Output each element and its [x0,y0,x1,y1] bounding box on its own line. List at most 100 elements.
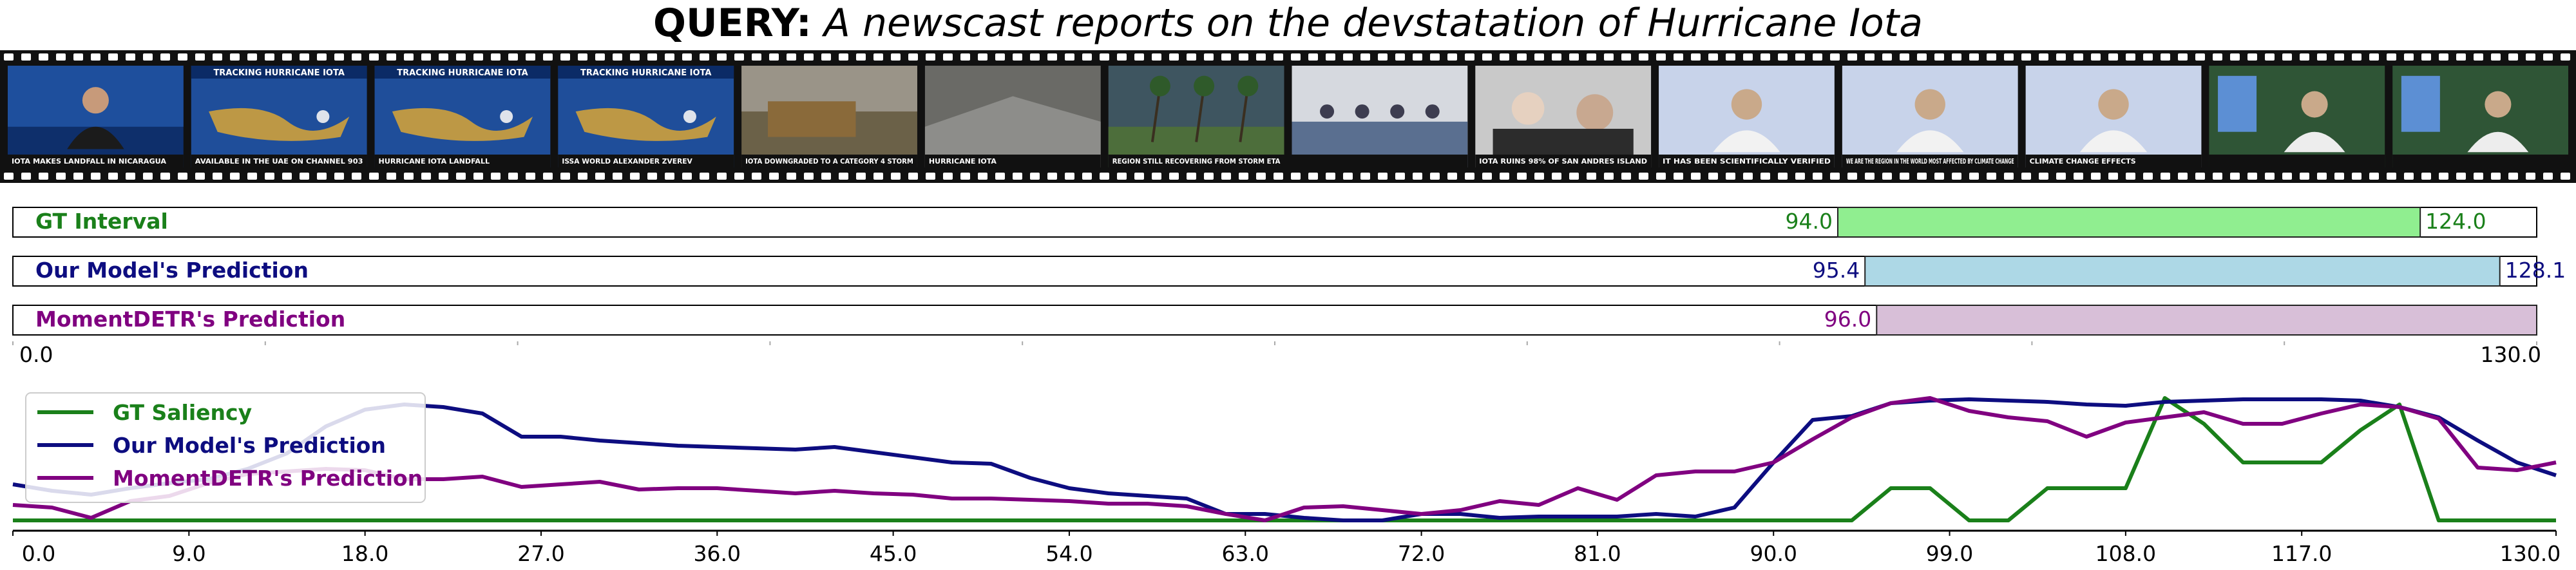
caption-bar [191,155,367,167]
sprocket-hole [2178,53,2188,61]
sprocket-hole [2282,173,2292,180]
sprocket-hole [2143,173,2153,180]
sprocket-hole [682,53,692,61]
speaker-body [1896,130,1964,153]
sprocket-hole [1030,53,1040,61]
sprocket-hole [1256,173,1266,180]
x-tick-label: 108.0 [2095,541,2156,566]
sprocket-hole [1708,173,1718,180]
sprocket-hole [717,173,727,180]
sprocket-hole [1430,173,1440,180]
sprocket-hole [508,53,518,61]
sprocket-hole [247,173,257,180]
sprocket-hole [1221,173,1231,180]
storm-marker [500,110,513,123]
delegate [1355,104,1369,119]
interval-track: MomentDETR's Prediction 96.0 [12,305,2537,336]
sprocket-hole [2039,173,2048,180]
sprocket-hole [1187,53,1196,61]
sprocket-hole [2091,173,2101,180]
x-tick-label: 81.0 [1574,541,1621,566]
palm-leaves [1237,75,1259,97]
interval-bar [1837,207,2421,238]
sprocket-hole [195,173,205,180]
sprocket-hole [1413,53,1422,61]
sprocket-hole [1987,173,1996,180]
sprocket-hole [1569,53,1579,61]
sprocket-hole [2317,173,2327,180]
sprocket-hole [1239,53,1248,61]
sprocket-hole [1065,173,1074,180]
caption-bar [1659,155,1835,167]
sprocket-hole [91,173,100,180]
x-tick-label: 72.0 [1398,541,1445,566]
sprocket-hole [804,53,814,61]
query-title: QUERY: A newscast reports on the devstat… [0,0,2576,50]
sprocket-hole [1674,173,1683,180]
sprocket-hole [1865,173,1875,180]
video-frame [2209,66,2385,167]
map-title-bar [558,66,734,79]
sprocket-hole [386,173,396,180]
sprocket-hole [1743,53,1753,61]
sprocket-hole [1639,53,1648,61]
sprocket-hole [213,53,222,61]
collapsed-roof [924,96,1101,167]
video-frame: IT HAS BEEN SCIENTIFICALLY VERIFIED [1659,66,1835,167]
video-frame: CLIMATE CHANGE EFFECTS [2025,66,2202,167]
sprocket-hole [960,173,970,180]
delegate [1425,104,1440,119]
sprocket-hole [473,173,483,180]
landmass [209,108,350,141]
sprocket-hole [908,53,918,61]
sprocket-hole [1760,173,1770,180]
frame-caption: IOTA MAKES LANDFALL IN NICARAGUA [12,157,166,166]
sprocket-hole [1552,173,1561,180]
x-tick-label: 27.0 [517,541,564,566]
sprocket-hole [1221,53,1231,61]
sprocket-hole [665,173,674,180]
sprocket-hole [1569,173,1579,180]
x-tick-label: 63.0 [1222,541,1269,566]
sprocket-hole [2004,53,2014,61]
sprocket-hole [1847,53,1857,61]
sprocket-hole [2404,173,2414,180]
sprocket-hole [2004,173,2014,180]
sprocket-hole [369,173,379,180]
sprocket-hole [1847,173,1857,180]
track-label: Our Model's Prediction [35,258,309,283]
sprocket-hole [2543,173,2553,180]
sprocket-hole [1447,173,1457,180]
sprocket-hole [2561,53,2570,61]
sprocket-hole [91,53,100,61]
sprocket-hole [1360,173,1370,180]
sprocket-hole [508,173,518,180]
sprocket-hole [1708,53,1718,61]
sprocket-hole [526,173,535,180]
sprocket-hole [1343,173,1353,180]
sprocket-hole [2161,53,2170,61]
sprocket-hole [1778,53,1788,61]
sprocket-hole [734,173,744,180]
sprocket-hole [56,173,66,180]
sprocket-hole [1621,53,1631,61]
sprocket-hole [473,53,483,61]
person-head [1511,92,1545,125]
sprocket-hole [1656,173,1666,180]
sprocket-hole [160,53,170,61]
sprocket-hole [265,53,274,61]
saliency-chart: 0.0 9.0 18.0 27.0 36.0 45.0 54.0 63.0 72.0 81.0 90… [12,392,2561,566]
sprocket-hole [891,173,901,180]
speaker-body [2284,131,2345,153]
sprocket-hole [682,173,692,180]
sprocket-hole [769,53,779,61]
sprocket-hole [282,173,292,180]
sprocket-hole [543,173,553,180]
sprocket-hole [178,53,187,61]
caption-bar [8,155,184,167]
interval-end-label: 128.1 [2505,258,2566,283]
interval-tracks: GT Interval 94.0 124.0 Our Model's Predicti… [12,207,2566,367]
speaker-head [1914,89,1945,120]
sprocket-hole [926,53,935,61]
sprocket-hole [1952,53,1961,61]
